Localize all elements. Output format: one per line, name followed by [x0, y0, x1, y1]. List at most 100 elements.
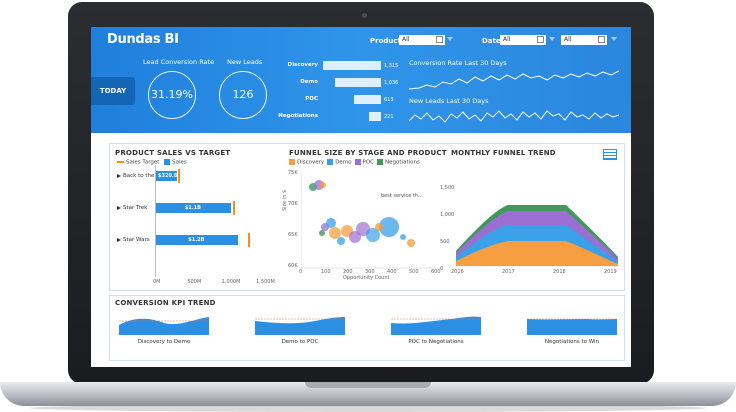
scatter-annotation: best service th... — [381, 193, 423, 199]
monthly-y-tick: 0 — [440, 266, 444, 272]
funnel-size-legend: Discovery Demo POC Negotiations — [289, 159, 420, 166]
funnel-size-scatter: best service th... — [301, 171, 436, 269]
webcam-icon — [362, 13, 367, 18]
funnel-size-x-tick: 600 — [431, 269, 441, 275]
funnel-size-x-tick: 300 — [365, 269, 375, 275]
table-view-icon[interactable] — [603, 149, 617, 160]
today-button[interactable]: TODAY — [91, 77, 135, 105]
chevron-down-icon[interactable] — [549, 37, 555, 41]
kpi-trend-label: POC to Negotiations — [408, 339, 464, 345]
expand-arrow-icon[interactable] — [117, 238, 121, 242]
chevron-down-icon[interactable] — [447, 37, 453, 41]
kpi-new-leads-value: 126 — [219, 71, 267, 119]
scatter-point — [320, 182, 326, 188]
sales-y-axis-line — [155, 165, 156, 277]
kpi-trend-area — [119, 317, 209, 335]
monthly-x-tick: 2016 — [451, 269, 464, 275]
date-from-value: All — [503, 36, 511, 43]
sales-target-swatch — [117, 161, 124, 163]
new-leads-trend-title: New Leads Last 30 Days — [409, 97, 489, 105]
sales-target-marker — [177, 169, 180, 183]
kpi-trend-shape — [527, 319, 617, 335]
sales-bar[interactable] — [155, 203, 231, 213]
sales-target-marker — [232, 201, 235, 215]
monthly-y-tick: 1,500 — [440, 185, 455, 191]
dashboard-header: Dundas BI Product: All Date: All All TOD… — [91, 27, 631, 133]
kpi-trend-area — [391, 316, 481, 335]
product-filter-label: Product: — [370, 37, 404, 45]
scatter-point — [375, 223, 383, 231]
funnel-stage-label: Negotiations — [278, 113, 318, 119]
legend-swatch — [377, 159, 384, 165]
calendar-icon — [598, 36, 605, 43]
sales-bar-value: $1.1B — [184, 205, 201, 211]
kpi-trend-area — [527, 318, 617, 335]
funnel-stage-label: POC — [305, 96, 318, 102]
monthly-y-tick: 1,000 — [440, 212, 455, 218]
sales-target-marker — [247, 233, 250, 247]
funnel-value: 1,315 — [384, 63, 399, 69]
funnel-bar — [353, 95, 381, 104]
kpi-trend-shape — [255, 317, 345, 335]
sales-bar[interactable] — [155, 171, 178, 181]
filter-icon — [436, 36, 443, 43]
laptop-notch — [305, 382, 431, 388]
funnel-bar — [335, 78, 381, 87]
sales-bar-value: $1.2B — [188, 237, 205, 243]
sales-bar[interactable] — [155, 235, 238, 245]
funnel-size-y-tick: 75K — [288, 170, 298, 176]
legend-label: POC — [362, 159, 375, 166]
conversion-trend-title: Conversion Rate Last 30 Days — [409, 59, 507, 67]
product-row-label: Star Trek — [123, 205, 148, 211]
kpi-trend-label: Negotiations to Win — [544, 339, 600, 345]
funnel-size-x-tick: 500 — [409, 269, 419, 275]
funnel-stage-label: Demo — [300, 79, 318, 85]
funnel-size-x-tick: 100 — [321, 269, 331, 275]
funnel-value: 613 — [384, 97, 394, 103]
legend-label: Demo — [335, 159, 352, 166]
scatter-point — [379, 217, 399, 237]
monthly-x-tick: 2018 — [553, 269, 566, 275]
scatter-point — [337, 237, 345, 245]
funnel-size-x-tick: 0 — [299, 269, 303, 275]
product-sales-legend: Sales Target Sales — [117, 159, 187, 166]
scatter-point — [319, 230, 325, 236]
funnel-bar — [323, 61, 381, 70]
dashboard-screen: Dundas BI Product: All Date: All All TOD… — [91, 27, 631, 367]
scatter-point — [329, 227, 341, 239]
kpi-trend-shape — [119, 317, 209, 335]
area-discovery — [456, 241, 618, 266]
kpi-conversion-value: 31.19% — [148, 71, 196, 119]
expand-arrow-icon[interactable] — [117, 206, 121, 210]
legend-swatch — [289, 159, 295, 165]
legend-swatch — [327, 159, 334, 165]
scatter-point — [400, 234, 406, 240]
scatter-point — [366, 228, 380, 242]
product-row-label: Back to the F... — [123, 173, 164, 179]
kpi-conversion-title: Lead Conversion Rate — [143, 58, 215, 66]
top-panels-frame — [109, 143, 625, 291]
funnel-size-y-tick: 65K — [288, 232, 298, 238]
funnel-size-y-tick: 60K — [288, 263, 298, 269]
date-to-input[interactable]: All — [561, 35, 607, 45]
monthly-x-tick: 2019 — [604, 269, 617, 275]
product-filter-input[interactable]: All — [399, 35, 445, 45]
kpi-trend-area — [255, 317, 345, 335]
kpi-trend-label: Discovery to Demo — [137, 339, 191, 345]
sales-x-tick: 0M — [153, 279, 161, 285]
scatter-point — [407, 239, 415, 247]
new-leads-trend-sparkline — [409, 110, 619, 123]
date-from-input[interactable]: All — [500, 35, 546, 45]
expand-arrow-icon[interactable] — [117, 174, 121, 178]
legend-swatch — [354, 159, 361, 165]
scatter-point — [326, 218, 336, 228]
chevron-down-icon[interactable] — [611, 37, 617, 41]
conversion-trend-sparkline — [409, 70, 619, 90]
scatter-point — [349, 231, 361, 243]
kpi-trend-label: Demo to POC — [281, 339, 319, 345]
monthly-y-tick: 500 — [440, 239, 450, 245]
funnel-value: 221 — [384, 114, 394, 120]
dundas-logo: Dundas BI — [107, 32, 179, 47]
date-filter-label: Date: — [482, 37, 504, 45]
legend-sales-label: Sales — [172, 159, 187, 166]
